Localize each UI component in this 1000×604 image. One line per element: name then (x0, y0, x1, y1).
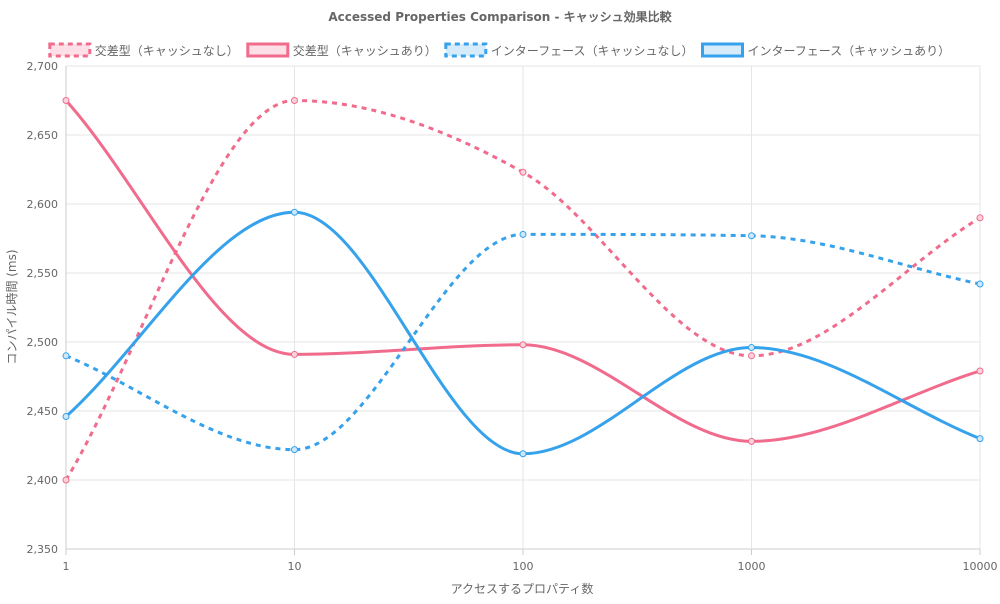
legend-swatch (48, 42, 92, 58)
data-point[interactable] (976, 280, 984, 288)
data-point[interactable] (748, 352, 755, 360)
y-tick-label: 2,450 (27, 405, 59, 418)
legend-swatch (246, 42, 290, 58)
series-line (65, 232, 981, 452)
data-point[interactable] (748, 437, 755, 445)
legend-label: インターフェース（キャッシュなし） (491, 44, 694, 58)
series-layer (62, 97, 984, 484)
y-tick-label: 2,500 (27, 336, 59, 349)
data-point[interactable] (976, 214, 984, 222)
legend: 交差型（キャッシュなし） 交差型（キャッシュあり） インターフェース（キャッシュなし… (48, 42, 951, 58)
y-axis-label: コンパイル時間 (ms) (5, 249, 19, 364)
grid (65, 65, 981, 555)
data-point[interactable] (748, 232, 755, 240)
data-point[interactable] (62, 413, 70, 421)
legend-label: 交差型（キャッシュあり） (293, 43, 437, 58)
y-tick-label: 2,700 (27, 60, 59, 73)
data-point[interactable] (519, 341, 527, 349)
legend-swatch (701, 42, 744, 58)
x-tick-label: 1 (63, 560, 70, 573)
series-line (64, 99, 981, 481)
y-tick-label: 2,350 (27, 543, 59, 556)
data-point[interactable] (291, 97, 298, 104)
y-tick-label: 2,600 (27, 198, 59, 211)
data-point[interactable] (976, 367, 984, 375)
series-1 (62, 97, 984, 484)
series-3 (62, 230, 984, 454)
legend-item[interactable]: インターフェース（キャッシュなし） (444, 42, 694, 58)
legend-item[interactable]: インターフェース（キャッシュあり） (701, 42, 951, 58)
legend-swatch (444, 42, 488, 58)
x-tick-label: 1000 (738, 560, 766, 573)
data-point[interactable] (62, 476, 70, 484)
data-point[interactable] (291, 446, 298, 454)
data-point[interactable] (291, 208, 298, 216)
data-point[interactable] (519, 450, 527, 458)
y-tick-label: 2,550 (27, 267, 59, 280)
series-4 (62, 208, 984, 458)
data-point[interactable] (976, 435, 984, 443)
x-tick-label: 100 (513, 560, 534, 573)
x-tick-label: 10000 (963, 560, 998, 573)
series-line (64, 99, 981, 443)
x-axis-label: アクセスするプロパティ数 (451, 581, 594, 596)
data-point[interactable] (291, 350, 298, 358)
data-point[interactable] (519, 230, 527, 238)
y-tick-label: 2,650 (27, 129, 59, 142)
data-point[interactable] (519, 168, 527, 176)
data-point[interactable] (62, 97, 70, 104)
legend-item[interactable]: 交差型（キャッシュあり） (246, 42, 437, 58)
x-axis-ticks: 1 10 100 1000 10000 (63, 560, 998, 573)
data-point[interactable] (748, 344, 755, 352)
legend-label: 交差型（キャッシュなし） (95, 43, 239, 58)
series-line (64, 210, 981, 456)
data-point[interactable] (62, 352, 70, 360)
y-tick-label: 2,400 (27, 474, 59, 487)
legend-item[interactable]: 交差型（キャッシュなし） (48, 42, 239, 58)
series-2 (62, 97, 984, 445)
chart-title: Accessed Properties Comparison - キャッシュ効果… (328, 9, 672, 24)
legend-label: インターフェース（キャッシュあり） (748, 44, 951, 58)
x-tick-label: 10 (288, 560, 302, 573)
y-axis-ticks: 2,350 2,400 2,450 2,500 2,550 2,600 2,650 2,700 (27, 60, 59, 556)
